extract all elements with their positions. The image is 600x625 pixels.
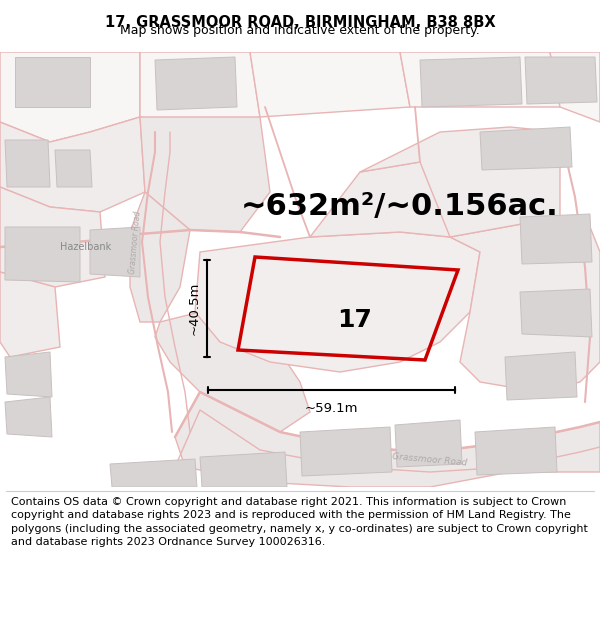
Text: ~632m²/~0.156ac.: ~632m²/~0.156ac. (241, 192, 559, 221)
Polygon shape (480, 127, 572, 170)
Polygon shape (0, 187, 105, 287)
Polygon shape (300, 427, 392, 476)
Polygon shape (0, 52, 140, 142)
Polygon shape (15, 57, 90, 107)
Polygon shape (195, 232, 480, 372)
Polygon shape (5, 397, 52, 437)
Polygon shape (130, 192, 190, 322)
Text: 17, GRASSMOOR ROAD, BIRMINGHAM, B38 8BX: 17, GRASSMOOR ROAD, BIRMINGHAM, B38 8BX (104, 14, 496, 29)
Polygon shape (395, 420, 462, 467)
Polygon shape (55, 150, 92, 187)
Text: Grassmoor Road: Grassmoor Road (128, 210, 142, 274)
Text: Contains OS data © Crown copyright and database right 2021. This information is : Contains OS data © Crown copyright and d… (11, 497, 587, 548)
Polygon shape (155, 312, 310, 432)
Polygon shape (0, 272, 60, 357)
Text: ~40.5m: ~40.5m (188, 282, 201, 335)
Text: 17: 17 (338, 308, 373, 332)
Polygon shape (0, 117, 145, 212)
Polygon shape (140, 117, 270, 232)
Polygon shape (90, 227, 140, 277)
Polygon shape (250, 52, 410, 117)
Polygon shape (140, 52, 260, 127)
Polygon shape (310, 162, 460, 237)
Text: Hazelbank: Hazelbank (60, 242, 111, 252)
Polygon shape (200, 452, 287, 487)
Polygon shape (155, 57, 237, 110)
Polygon shape (520, 214, 592, 264)
Polygon shape (110, 459, 197, 487)
Polygon shape (450, 217, 600, 392)
Polygon shape (505, 352, 577, 400)
Polygon shape (525, 57, 597, 104)
Polygon shape (175, 392, 600, 487)
Text: Grassmoor Road: Grassmoor Road (392, 452, 468, 468)
Text: ~59.1m: ~59.1m (305, 402, 358, 415)
Polygon shape (5, 140, 50, 187)
Polygon shape (475, 427, 557, 475)
Polygon shape (5, 227, 80, 282)
Polygon shape (550, 52, 600, 122)
Polygon shape (420, 57, 522, 107)
Polygon shape (360, 127, 560, 237)
Polygon shape (5, 352, 52, 397)
Text: Map shows position and indicative extent of the property.: Map shows position and indicative extent… (120, 24, 480, 38)
Polygon shape (400, 52, 560, 107)
Polygon shape (520, 289, 592, 337)
